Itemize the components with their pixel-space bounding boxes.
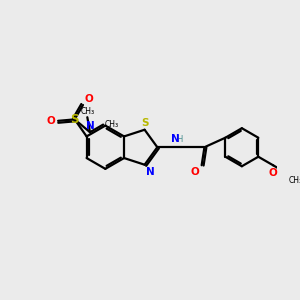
Text: S: S	[70, 113, 79, 126]
Text: O: O	[46, 116, 55, 126]
Text: CH₃: CH₃	[289, 176, 300, 184]
Text: S: S	[141, 118, 148, 128]
Text: O: O	[190, 167, 199, 177]
Text: N: N	[146, 167, 155, 177]
Text: O: O	[84, 94, 93, 103]
Text: CH₃: CH₃	[105, 120, 119, 129]
Text: N: N	[85, 121, 94, 131]
Text: CH₃: CH₃	[80, 107, 94, 116]
Text: N: N	[171, 134, 179, 144]
Text: O: O	[269, 168, 278, 178]
Text: H: H	[176, 135, 183, 144]
